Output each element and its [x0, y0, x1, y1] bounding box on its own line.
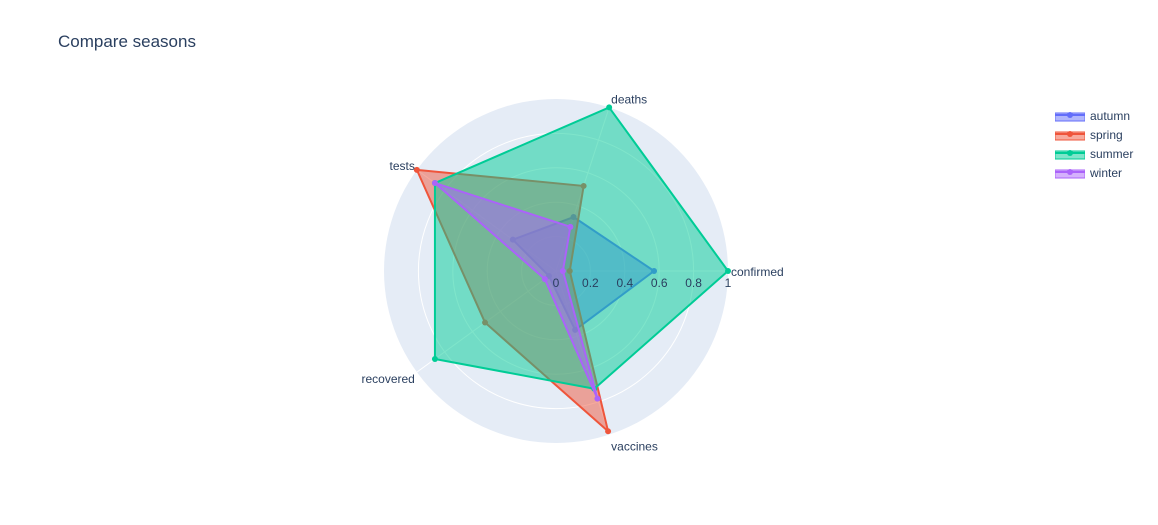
legend-swatch-marker	[1067, 131, 1073, 137]
legend-swatch-marker	[1067, 112, 1073, 118]
data-point-summer-confirmed[interactable]	[725, 268, 731, 274]
legend-item-spring[interactable]: spring	[1055, 125, 1133, 144]
legend: autumn spring summer winter	[1055, 106, 1133, 182]
data-point-spring-tests[interactable]	[413, 166, 420, 173]
data-point-spring-vaccines[interactable]	[605, 428, 612, 435]
legend-label-summer: summer	[1090, 146, 1134, 161]
legend-label-winter: winter	[1090, 165, 1123, 180]
series-winter[interactable]	[431, 180, 601, 402]
series-area-winter[interactable]	[433, 182, 599, 400]
data-point-summer-recovered[interactable]	[431, 355, 438, 362]
axis-label-vaccines: vaccines	[611, 440, 658, 454]
series-area-summer[interactable]	[433, 106, 729, 390]
data-point-winter-deaths[interactable]	[567, 223, 574, 230]
data-point-winter-tests[interactable]	[431, 180, 438, 187]
legend-swatch-summer	[1055, 150, 1085, 160]
data-point-winter-vaccines[interactable]	[594, 395, 601, 402]
axis-label-deaths: deaths	[611, 92, 647, 106]
data-point-summer-deaths[interactable]	[606, 104, 613, 111]
chart-title: Compare seasons	[58, 32, 196, 51]
legend-swatch-winter	[1055, 169, 1085, 179]
axis-label-confirmed: confirmed	[731, 265, 784, 279]
data-point-winter-confirmed[interactable]	[559, 268, 566, 274]
legend-item-winter[interactable]: winter	[1055, 163, 1133, 182]
radial-tick-label: 0.4	[616, 276, 633, 290]
radial-tick-label: 0.6	[651, 276, 668, 290]
legend-swatch-marker	[1067, 169, 1073, 175]
radial-tick-label: 0.8	[685, 276, 702, 290]
radial-tick-label: 0	[553, 276, 560, 290]
legend-swatch-autumn	[1055, 112, 1085, 122]
axis-label-tests: tests	[390, 159, 415, 173]
legend-swatch-marker	[1067, 150, 1073, 156]
legend-item-summer[interactable]: summer	[1055, 144, 1133, 163]
legend-label-spring: spring	[1090, 127, 1123, 142]
legend-item-autumn[interactable]: autumn	[1055, 106, 1133, 125]
legend-swatch-spring	[1055, 131, 1085, 141]
radial-tick-label: 1	[725, 276, 732, 290]
data-point-winter-recovered[interactable]	[541, 276, 548, 283]
radial-tick-label: 0.2	[582, 276, 599, 290]
series-summer[interactable]	[431, 104, 731, 392]
legend-label-autumn: autumn	[1090, 108, 1131, 123]
axis-label-recovered: recovered	[361, 372, 414, 386]
